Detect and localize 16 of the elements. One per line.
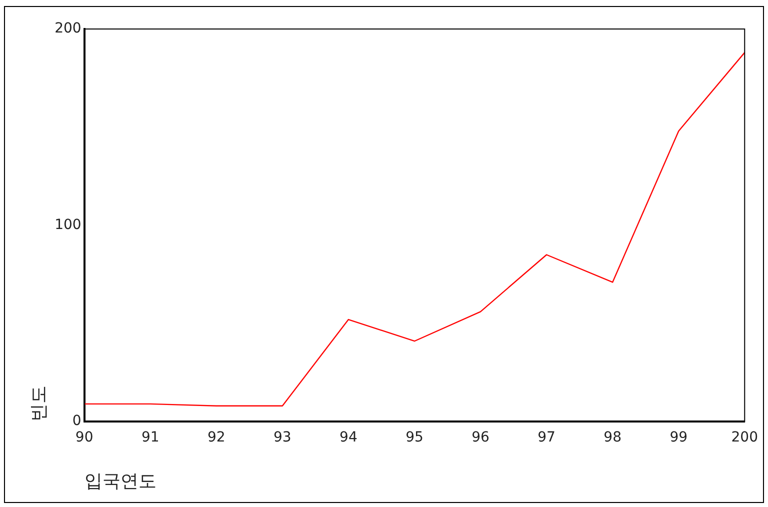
y-tick-label: 0 — [72, 413, 82, 430]
x-tick-label: 91 — [141, 430, 160, 446]
x-tick-label: 98 — [604, 430, 622, 446]
x-tick-label: 90 — [75, 430, 94, 446]
x-axis-title: 입국연도 — [84, 470, 156, 492]
y-axis-title: 빈도 — [28, 386, 50, 422]
x-tick-label: 99 — [670, 430, 688, 446]
x-tick-label: 92 — [207, 430, 226, 446]
x-tick-label: 97 — [538, 430, 556, 446]
x-tick-label: 94 — [340, 430, 358, 446]
x-tick-label: 93 — [274, 430, 292, 446]
y-tick-label: 200 — [54, 20, 82, 37]
x-tick-label: 96 — [472, 430, 490, 446]
x-tick-label: 95 — [406, 430, 424, 446]
x-tick-label: 200 — [731, 430, 758, 446]
y-tick-label: 100 — [54, 216, 82, 233]
